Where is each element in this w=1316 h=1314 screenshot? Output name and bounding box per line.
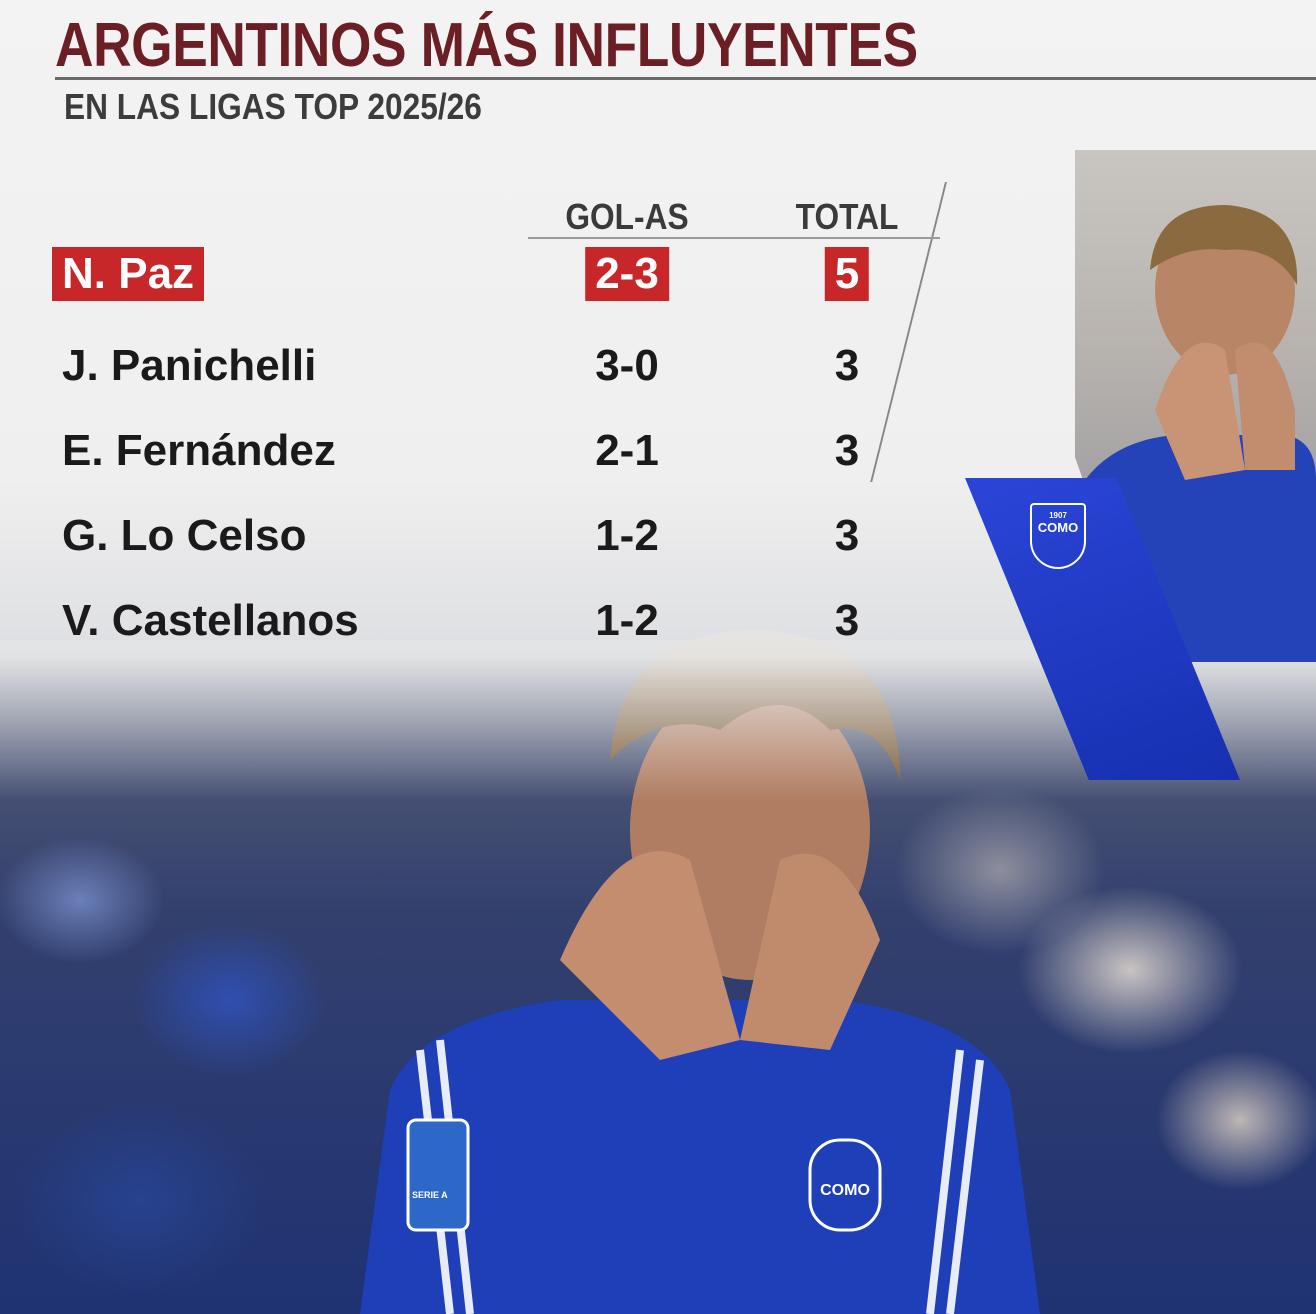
goals-assists: 3-0 (595, 341, 659, 390)
goals-assists: 1-2 (595, 511, 659, 560)
goals-assists: 2-3 (585, 247, 669, 301)
header-divider (528, 237, 940, 239)
jersey-club-crest: COMO (820, 1182, 870, 1199)
total: 3 (834, 341, 860, 390)
table-row-highlighted: N. Paz 2-3 5 (0, 246, 960, 312)
player-name: G. Lo Celso (62, 511, 307, 560)
total: 5 (824, 247, 870, 301)
column-header-total: TOTAL (795, 196, 899, 237)
player-name: N. Paz (52, 247, 205, 301)
table-row: J. Panichelli 3-0 3 (0, 333, 960, 399)
column-header-gol-as: GOL-AS (565, 196, 689, 237)
goals-assists: 2-1 (595, 426, 659, 475)
total: 3 (834, 511, 860, 560)
player-name: J. Panichelli (62, 341, 317, 390)
serie-a-patch (406, 1118, 470, 1232)
page-subtitle: EN LAS LIGAS TOP 2025/26 (64, 86, 482, 127)
player-name: V. Castellanos (62, 596, 359, 645)
page-title: ARGENTINOS MÁS INFLUYENTES (55, 11, 918, 80)
como-club-logo: 1907 COMO (1030, 503, 1086, 569)
club-year: 1907 (1049, 511, 1067, 520)
title-divider (55, 77, 1316, 80)
goals-assists: 1-2 (595, 596, 659, 645)
total: 3 (834, 426, 860, 475)
player-name: E. Fernández (62, 426, 336, 475)
table-row: G. Lo Celso 1-2 3 (0, 503, 960, 569)
total: 3 (834, 596, 860, 645)
table-row: V. Castellanos 1-2 3 (0, 588, 960, 654)
serie-a-label: SERIE A (412, 1190, 448, 1200)
club-name: COMO (1037, 520, 1079, 535)
table-row: E. Fernández 2-1 3 (0, 418, 960, 484)
